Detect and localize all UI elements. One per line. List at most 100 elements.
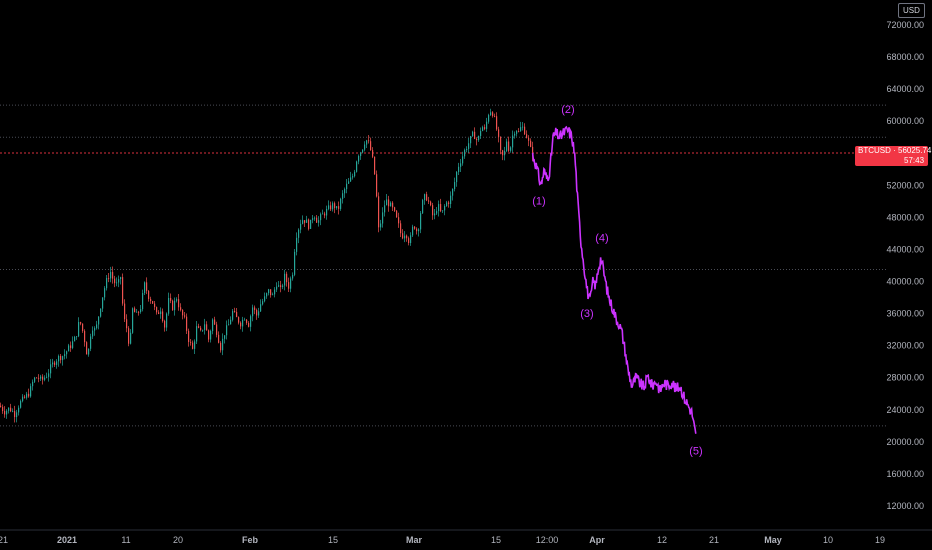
candle-body	[214, 319, 216, 325]
x-tick-label: Feb	[242, 535, 259, 545]
candle-body	[460, 163, 462, 167]
candle-body	[148, 290, 150, 299]
candle-body	[84, 330, 86, 343]
candle-body	[124, 303, 126, 320]
candle-body	[400, 223, 402, 234]
candle-body	[418, 229, 420, 232]
candle-body	[180, 307, 182, 310]
candle-body	[414, 226, 416, 229]
candle-body	[312, 218, 314, 220]
candle-body	[42, 376, 44, 380]
candle-body	[134, 308, 136, 313]
projection-path	[531, 125, 697, 434]
candle-body	[496, 116, 498, 130]
candle-body	[76, 336, 78, 338]
candle-body	[426, 194, 428, 201]
candle-body	[140, 309, 142, 312]
candle-body	[254, 307, 256, 310]
candle-body	[498, 129, 500, 137]
candle-body	[286, 273, 288, 283]
candle-body	[102, 297, 104, 309]
candle-body	[374, 156, 376, 175]
candle-body	[446, 202, 448, 207]
last-price-label: 56025.74	[898, 146, 932, 155]
candle-body	[504, 150, 506, 156]
candle-body	[130, 332, 132, 344]
candle-body	[106, 278, 108, 289]
candle-body	[294, 251, 296, 275]
candle-body	[44, 377, 46, 380]
x-tick-label: May	[764, 535, 782, 545]
candle-body	[444, 206, 446, 211]
candle-body	[416, 228, 418, 232]
candle-body	[282, 285, 284, 287]
candle-body	[304, 220, 306, 223]
candle-body	[162, 311, 164, 322]
candle-body	[274, 289, 276, 295]
candle-body	[144, 282, 146, 294]
candle-body	[8, 407, 10, 411]
candle-body	[320, 214, 322, 221]
currency-badge[interactable]: USD	[898, 3, 925, 18]
x-tick-label: 2021	[57, 535, 77, 545]
candle-body	[430, 201, 432, 206]
candle-body	[474, 131, 476, 139]
wave-labels: (1) (2) (3) (4) (5)	[532, 104, 702, 458]
candle-body	[56, 361, 58, 365]
candle-body	[52, 362, 54, 365]
candle-body	[186, 316, 188, 331]
y-tick-label: 16000.00	[886, 469, 924, 479]
candle-body	[390, 202, 392, 207]
candle-body	[518, 131, 520, 132]
candle-body	[132, 308, 134, 333]
candle-body	[326, 208, 328, 216]
candle-body	[306, 219, 308, 223]
candle-body	[188, 330, 190, 342]
candle-body	[176, 299, 178, 301]
wave-label: (3)	[580, 308, 593, 320]
x-tick-label: 12	[657, 535, 667, 545]
candle-body	[376, 174, 378, 197]
candle-body	[324, 213, 326, 216]
y-tick-label: 44000.00	[886, 244, 924, 254]
candle-body	[74, 336, 76, 342]
candle-body	[30, 386, 32, 397]
candle-body	[228, 324, 230, 326]
candle-body	[150, 298, 152, 301]
candle-body	[322, 213, 324, 215]
candle-body	[372, 150, 374, 157]
candle-body	[384, 205, 386, 213]
candle-body	[172, 300, 174, 311]
wave-label: (1)	[532, 196, 545, 208]
candle-body	[476, 138, 478, 141]
candle-body	[206, 324, 208, 331]
candle-body	[94, 328, 96, 331]
candle-body	[490, 112, 492, 116]
time-axis[interactable]: 21 2021 11 20 Feb 15 Mar 15 12:00 Apr 12 21 May 10 19	[0, 529, 932, 545]
last-price-tag: BTCUSD · 56025.74 57:43	[855, 146, 932, 166]
price-axis[interactable]: 72000.0068000.0064000.0060000.0056000.00…	[886, 20, 924, 511]
candle-body	[424, 194, 426, 201]
y-tick-label: 72000.00	[886, 20, 924, 30]
candle-body	[482, 127, 484, 131]
candle-body	[112, 271, 114, 279]
x-tick-label: 20	[173, 535, 183, 545]
candle-body	[68, 345, 70, 352]
candle-body	[340, 198, 342, 209]
candle-body	[230, 319, 232, 325]
candle-body	[272, 294, 274, 296]
y-tick-label: 24000.00	[886, 405, 924, 415]
candle-body	[258, 311, 260, 316]
candle-body	[284, 273, 286, 286]
candle-body	[494, 116, 496, 117]
candle-body	[92, 330, 94, 337]
candle-body	[54, 362, 56, 365]
candle-body	[488, 115, 490, 122]
candle-body	[458, 166, 460, 173]
historical-candles	[0, 108, 534, 423]
candle-body	[276, 286, 278, 290]
candle-body	[316, 217, 318, 223]
candle-body	[18, 407, 20, 413]
candle-body	[334, 203, 336, 208]
